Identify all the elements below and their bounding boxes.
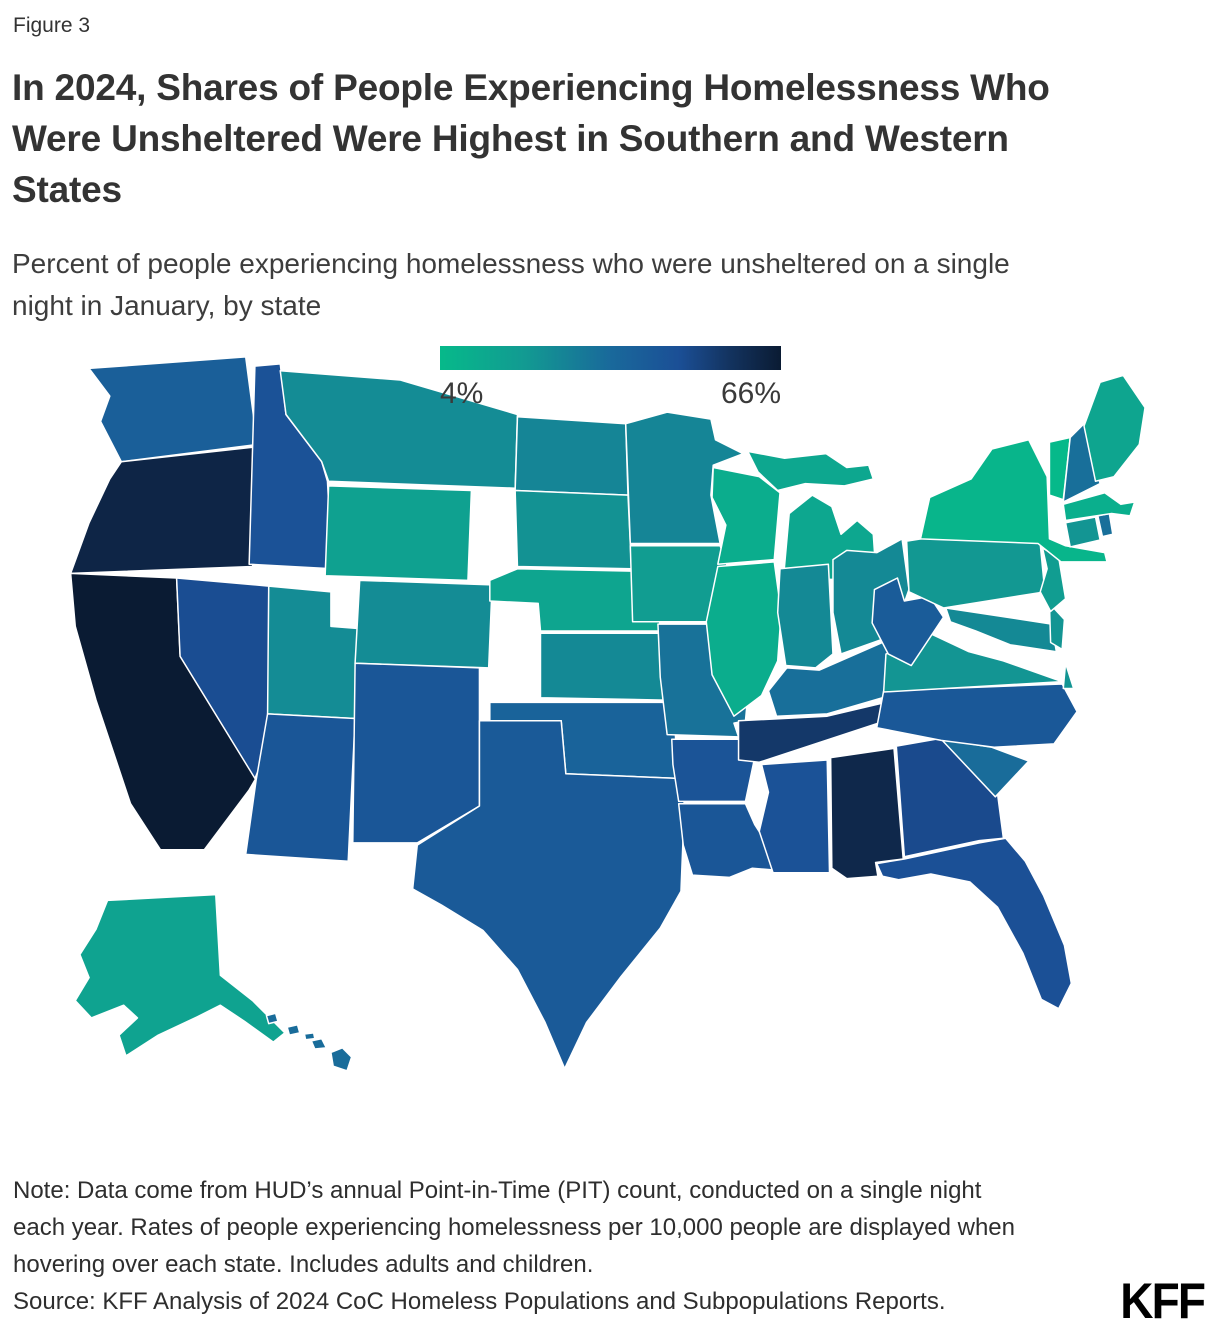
state-MN[interactable]: Minnesota: 26% (624, 411, 744, 545)
state-WY[interactable]: Wyoming: 16% (324, 485, 473, 582)
figure-label: Figure 3 (13, 14, 91, 37)
state-NY[interactable]: New York: 6% (919, 439, 1108, 563)
kff-logo: KFF (1120, 1273, 1206, 1329)
state-OR[interactable]: Oregon: 62% (69, 445, 258, 575)
note-line: hovering over each state. Includes adult… (13, 1251, 594, 1278)
state-UT[interactable]: Utah: 24% (266, 585, 361, 720)
chart-title-line: States (12, 169, 122, 210)
state-MT[interactable]: Montana: 24% (279, 369, 519, 489)
state-AZ[interactable]: Arizona: 44% (244, 713, 356, 863)
state-VA[interactable]: Virginia: 21% (1062, 662, 1075, 690)
chart-subtitle-line: night in January, by state (12, 290, 322, 321)
state-ME[interactable]: Maine: 14% (1083, 374, 1146, 483)
note-line: each year. Rates of people experiencing … (13, 1214, 1015, 1241)
state-NC[interactable]: North Carolina: 43% (875, 683, 1078, 749)
state-ND[interactable]: North Dakota: 26% (514, 416, 629, 496)
state-HI[interactable]: Hawaii: 34% (303, 1032, 316, 1041)
state-CT[interactable]: Connecticut: 21% (1064, 516, 1101, 548)
state-MS[interactable]: Mississippi: 46% (758, 759, 831, 874)
legend-min-label: 4% (440, 377, 484, 410)
us-map: Washington: 40%Oregon: 62%California: 66… (69, 356, 1146, 1072)
note-text: Note: Data come from HUD’s annual Point-… (13, 1172, 1133, 1283)
chart-subtitle: Percent of people experiencing homelessn… (12, 243, 1217, 327)
chart-subtitle-line: Percent of people experiencing homelessn… (12, 248, 1010, 279)
legend-gradient-bar (440, 346, 781, 370)
state-WI[interactable]: Wisconsin: 10% (711, 466, 781, 565)
state-FL[interactable]: Florida: 47% (875, 837, 1073, 1010)
chart-title-line: In 2024, Shares of People Experiencing H… (12, 67, 1050, 108)
chart-title: In 2024, Shares of People Experiencing H… (12, 62, 1172, 215)
state-RI[interactable]: Rhode Island: 33% (1097, 512, 1114, 538)
legend-max-label: 66% (720, 377, 781, 410)
state-MI[interactable]: Michigan: 13% (747, 450, 875, 492)
state-MA[interactable]: Massachusetts: 9% (1062, 492, 1136, 522)
state-WA[interactable]: Washington: 40% (88, 356, 258, 463)
state-MD[interactable]: Maryland: 25% (945, 607, 1058, 653)
state-LA[interactable]: Louisiana: 44% (677, 802, 781, 879)
us-choropleth-map: Washington: 40%Oregon: 62%California: 66… (20, 350, 1160, 1087)
state-DE[interactable]: Delaware: 21% (1048, 602, 1066, 651)
state-NM[interactable]: New Mexico: 44% (352, 662, 481, 844)
state-SD[interactable]: South Dakota: 22% (514, 489, 633, 570)
state-AL[interactable]: Alabama: 61% (829, 747, 904, 880)
chart-title-line: Were Unsheltered Were Highest in Souther… (12, 118, 1009, 159)
state-IL[interactable]: Illinois: 10% (705, 561, 782, 717)
state-TX[interactable]: Texas: 42% (411, 720, 686, 1070)
state-HI[interactable]: Hawaii: 34% (286, 1024, 301, 1036)
state-NH[interactable]: New Hampshire: 33% (1062, 422, 1101, 503)
state-CO[interactable]: Colorado: 24% (354, 579, 493, 669)
note-line: Note: Data come from HUD’s annual Point-… (13, 1177, 982, 1204)
legend-labels: 4% 66% (440, 377, 781, 411)
state-HI[interactable]: Hawaii: 34% (310, 1037, 328, 1050)
state-IN[interactable]: Indiana: 25% (776, 563, 834, 669)
state-KS[interactable]: Kansas: 25% (539, 632, 666, 701)
state-AK[interactable]: Alaska: 15% (74, 893, 286, 1057)
state-HI[interactable]: Hawaii: 34% (330, 1047, 353, 1072)
color-legend: 4% 66% (440, 346, 781, 411)
source-text: Source: KFF Analysis of 2024 CoC Homeles… (13, 1288, 946, 1315)
state-HI[interactable]: Hawaii: 34% (265, 1012, 279, 1025)
